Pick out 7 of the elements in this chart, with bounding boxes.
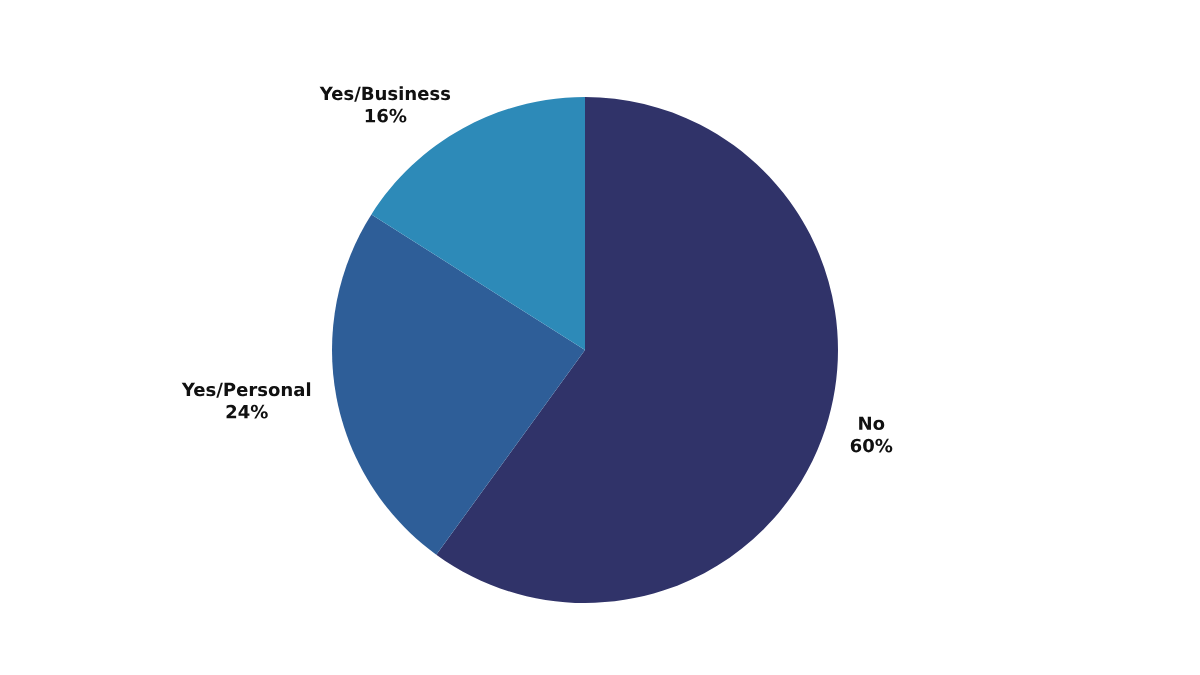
data-label: 16%	[365, 108, 407, 123]
pie-slice	[332, 214, 585, 555]
slice-label: Yes/Business	[319, 86, 451, 102]
data-label: 60%	[850, 438, 893, 453]
slice-label: No	[859, 416, 885, 431]
data-label: 24%	[226, 404, 268, 419]
slice-label: Yes/Personal	[181, 382, 311, 398]
